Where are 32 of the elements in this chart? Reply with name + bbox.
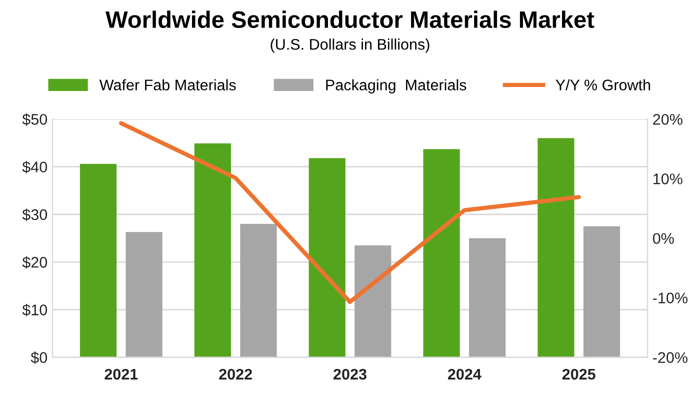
x-tick-label: 2021 <box>104 368 138 380</box>
bar <box>194 143 231 358</box>
y-tick-label: $30 <box>22 208 48 221</box>
bar <box>126 232 162 358</box>
y2-tick-label: -20% <box>653 352 688 363</box>
y-tick-label: $20 <box>22 256 48 269</box>
x-tick-label: 2025 <box>562 368 596 380</box>
y2-tick-label: 0% <box>652 233 674 244</box>
bar <box>240 224 277 358</box>
y-tick-label: $50 <box>22 113 48 126</box>
x-tick-label: 2023 <box>334 368 366 380</box>
y-tick-label: $0 <box>30 352 48 364</box>
legend-label: Wafer Fab Materials <box>99 79 236 90</box>
bar <box>308 158 346 358</box>
line-series <box>119 121 581 304</box>
y2-tick-label: 20% <box>653 114 682 125</box>
y-tick-label: $40 <box>22 160 48 174</box>
bar <box>80 164 117 358</box>
bar <box>423 149 460 358</box>
y-tick-label: $10 <box>22 304 48 316</box>
legend-label: Packaging Materials <box>326 79 466 94</box>
y2-tick-label: 10% <box>654 174 682 184</box>
legend-label: Y/Y % Growth <box>556 79 650 90</box>
bar <box>354 245 392 358</box>
y2-tick-label: -10% <box>653 292 688 304</box>
x-tick-label: 2024 <box>448 368 482 380</box>
bar <box>583 226 620 358</box>
chart-title: Worldwide Semiconductor Materials Market <box>106 10 594 28</box>
bar <box>538 138 574 358</box>
chart-subtitle: (U.S. Dollars in Billions) <box>270 38 430 53</box>
bar <box>469 238 506 358</box>
x-tick-label: 2022 <box>219 368 252 380</box>
